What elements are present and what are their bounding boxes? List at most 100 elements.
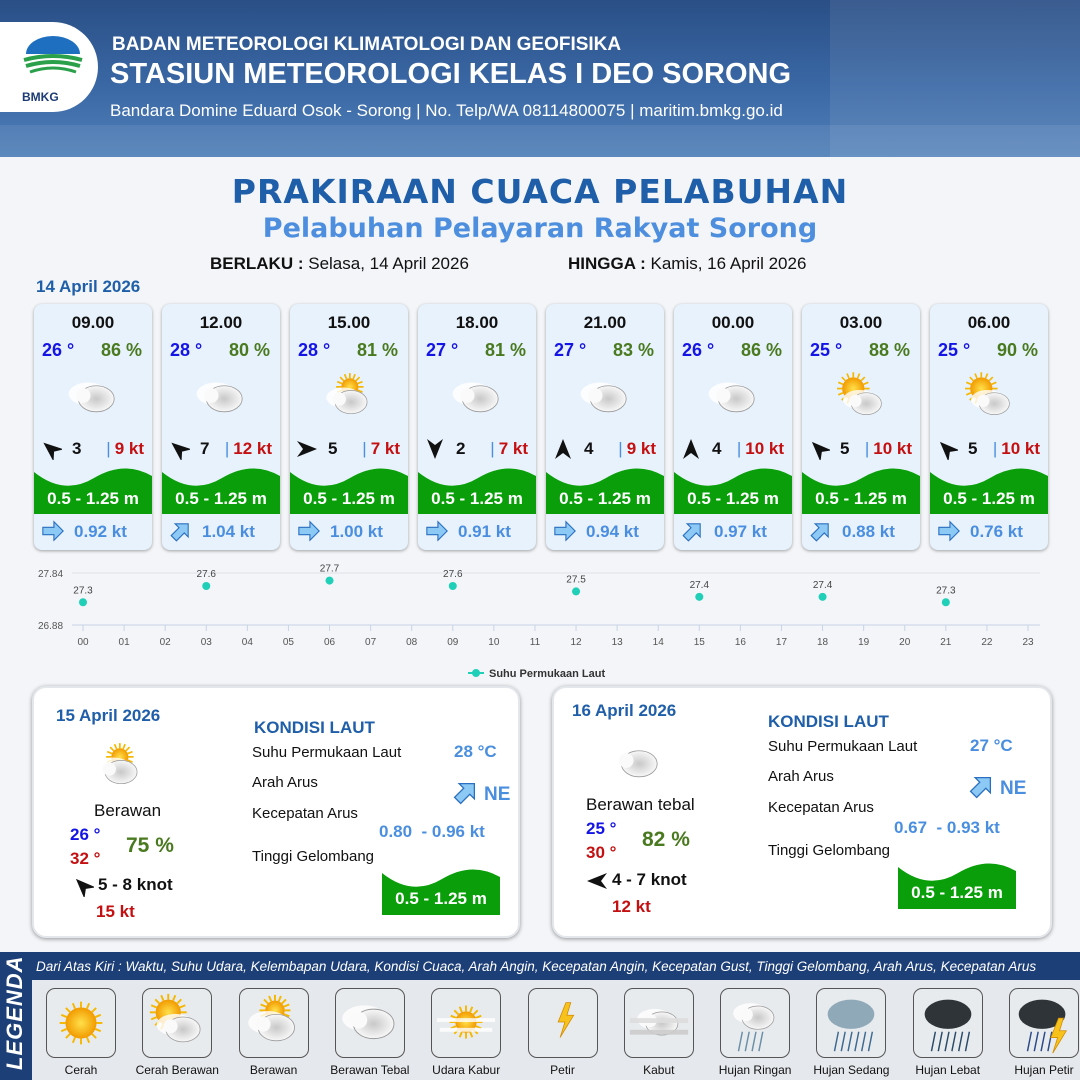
wave-icon [162, 464, 280, 514]
forecast-time: 06.00 [967, 313, 1011, 332]
day-panel-1: 15 April 2026 Berawan 26 ° 32 ° 75 % 5 -… [32, 686, 520, 938]
data-label: 27.6 [443, 569, 463, 580]
current-speed: 0.97 kt [714, 522, 767, 541]
berawan-icon [238, 988, 309, 1058]
legend-marker [472, 669, 480, 677]
gust-speed: 10 kt [993, 439, 1040, 459]
current-speed-label: Kecepatan Arus [768, 799, 874, 816]
wave-icon [382, 865, 500, 915]
data-label: 27.4 [690, 580, 710, 591]
data-point [572, 587, 581, 596]
air-temperature: 25 ° [938, 340, 971, 360]
x-tick-label: 10 [488, 637, 500, 648]
air-temperature: 28 ° [170, 340, 203, 360]
wave-height-value: 0.5 - 1.25 m [395, 889, 487, 908]
forecast-card: 00.00 26 ° 86 % 4 10 kt 0.5 - 1.25 m 0.9… [674, 304, 792, 550]
wave-icon [898, 859, 1016, 909]
valid-from: BERLAKU : Selasa, 14 April 2026 [210, 254, 469, 273]
forecast-card: 03.00 25 ° 88 % 5 10 kt 0.5 - 1.25 m 0.8… [802, 304, 920, 550]
wave-height-label: Tinggi Gelombang [252, 848, 375, 865]
y-tick-label: 27.84 [38, 569, 63, 580]
hujan-petir-icon [1009, 988, 1079, 1058]
sea-condition-title: KONDISI LAUT [254, 718, 375, 737]
wind-speed: 4 - 7 knot [612, 870, 687, 889]
legend-title: LEGENDA [2, 955, 27, 1070]
data-label: 27.3 [73, 585, 93, 596]
current-speed: 1.04 kt [202, 522, 255, 541]
current-speed: 1.00 kt [330, 522, 383, 541]
legend-item-label: Hujan Lebat [915, 1063, 981, 1077]
humidity: 80 % [228, 340, 270, 360]
x-tick-label: 19 [858, 637, 870, 648]
x-tick-label: 17 [776, 637, 788, 648]
data-label: 27.3 [936, 585, 956, 596]
legend-bar [0, 952, 1080, 980]
wave-height: 0.5 - 1.25 m [303, 489, 395, 508]
legend-description: Dari Atas Kiri : Waktu, Suhu Udara, Kele… [36, 959, 1037, 974]
hujan-lebat-icon [912, 988, 983, 1058]
current-speed: 0.94 kt [586, 522, 639, 541]
legend-item-label: Hujan Ringan [718, 1063, 792, 1077]
org-name: BADAN METEOROLOGI KLIMATOLOGI DAN GEOFIS… [112, 34, 622, 55]
berawan-icon [89, 738, 149, 798]
forecast-time: 12.00 [199, 313, 243, 332]
humidity: 75 % [126, 834, 174, 857]
min-temperature: 25 ° [586, 819, 617, 838]
header-banner: BMKG BADAN METEOROLOGI KLIMATOLOGI DAN G… [0, 0, 1080, 157]
current-speed: 0.91 kt [458, 522, 511, 541]
wind-direction-icon [552, 438, 574, 460]
forecast-time: 21.00 [583, 313, 627, 332]
wave-icon [546, 464, 664, 514]
station-contact: Bandara Domine Eduard Osok - Sorong | No… [110, 101, 783, 120]
berawan-tebal-icon [606, 733, 666, 793]
forecast-card: 18.00 27 ° 81 % 2 7 kt 0.5 - 1.25 m 0.91… [418, 304, 536, 550]
weather-condition: Berawan [94, 801, 162, 820]
current-direction-icon [936, 519, 962, 543]
forecast-time: 15.00 [327, 313, 371, 332]
current-direction-icon [40, 519, 66, 543]
current-direction-icon [680, 519, 706, 543]
air-temperature: 26 ° [682, 340, 715, 360]
current-speed-label: Kecepatan Arus [252, 805, 358, 822]
gust-speed: 15 kt [96, 902, 135, 921]
wind-direction-icon [72, 875, 96, 899]
hujan-sedang-icon [816, 988, 887, 1058]
current-speed: 0.92 kt [74, 522, 127, 541]
data-point [818, 592, 827, 601]
legend-item-label: Berawan [249, 1063, 298, 1077]
gust-speed: 9 kt [106, 439, 144, 459]
page-subtitle: Pelabuhan Pelayaran Rakyat Sorong [262, 213, 818, 244]
wave-icon [930, 464, 1048, 514]
cerah-icon [46, 988, 116, 1058]
cerah-berawan-icon [826, 368, 896, 428]
legend-item-label: Cerah Berawan [135, 1063, 219, 1077]
berawan-tebal-icon [58, 368, 128, 428]
humidity: 81 % [356, 340, 398, 360]
humidity: 86 % [100, 340, 142, 360]
page-title: PRAKIRAAN CUACA PELABUHAN [231, 172, 849, 211]
wave-height: 0.5 - 1.25 m [559, 489, 651, 508]
y-tick-label: 26.88 [38, 621, 63, 632]
wave-height: 0.5 - 1.25 m [175, 489, 267, 508]
data-label: 27.6 [197, 569, 217, 580]
gust-speed: 10 kt [865, 439, 912, 459]
legend-item-label: Cerah [64, 1063, 98, 1077]
forecast-time: 03.00 [839, 313, 883, 332]
wind-speed: 4 [712, 439, 722, 458]
logo-text: BMKG [22, 90, 59, 104]
legend-label: Suhu Permukaan Laut [489, 668, 605, 680]
forecast-time: 00.00 [711, 313, 755, 332]
bmkg-logo: BMKG [0, 22, 98, 112]
hujan-ringan-icon [720, 988, 791, 1058]
x-tick-label: 12 [570, 637, 582, 648]
berawan-tebal-icon [334, 988, 405, 1058]
weather-condition: Berawan tebal [586, 795, 695, 814]
wave-height: 0.5 - 1.25 m [47, 489, 139, 508]
air-temperature: 25 ° [810, 340, 843, 360]
x-tick-label: 06 [324, 637, 336, 648]
wave-height-value: 0.5 - 1.25 m [911, 883, 1003, 902]
humidity: 86 % [740, 340, 782, 360]
current-direction-label: Arah Arus [768, 768, 834, 785]
x-tick-label: 02 [160, 637, 172, 648]
x-tick-label: 09 [447, 637, 459, 648]
